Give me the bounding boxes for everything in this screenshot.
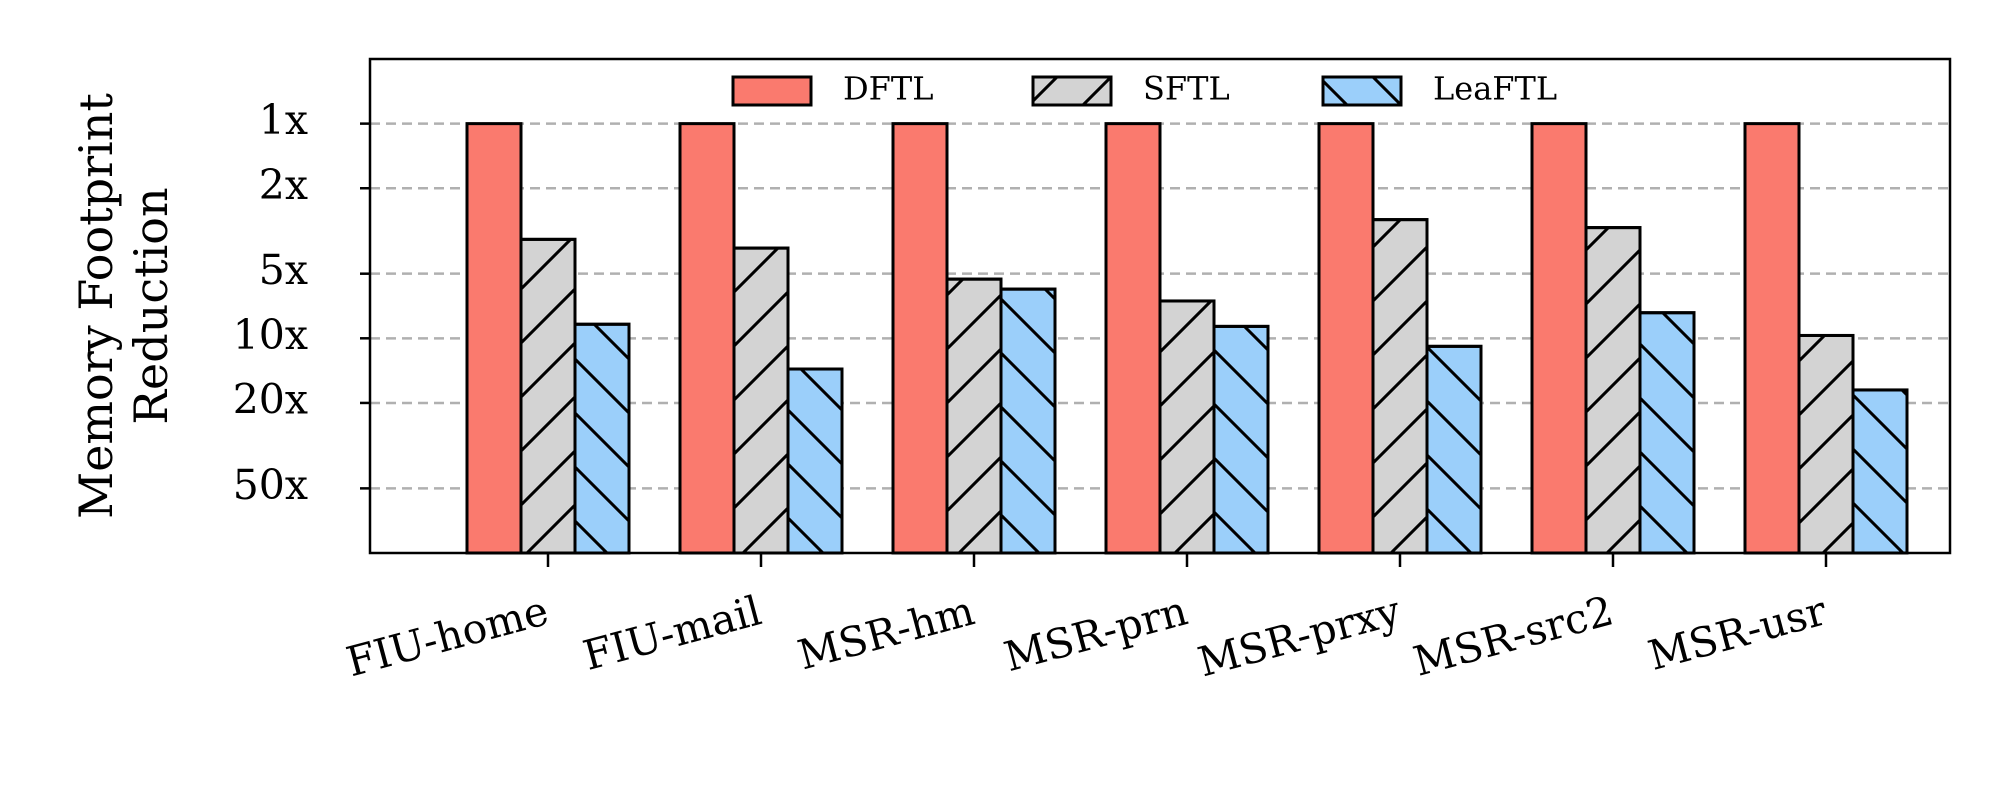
x-tick-label: MSR-usr	[1643, 586, 1831, 680]
y-tick-label: 1x	[259, 96, 308, 144]
bar	[1104, 122, 1162, 555]
bar	[465, 122, 523, 555]
bar-hatch	[732, 246, 790, 555]
bar-hatch	[1584, 226, 1642, 555]
bar-hatch	[1158, 299, 1216, 555]
bar-hatch	[786, 367, 844, 555]
y-tick-label: 10x	[233, 311, 308, 359]
legend-hatch	[1031, 75, 1113, 107]
legend-swatch	[731, 75, 813, 107]
bar	[678, 122, 736, 555]
bar-hatch	[1797, 333, 1855, 555]
legend-label: LeaFTL	[1433, 70, 1557, 108]
x-tick-label: MSR-prxy	[1193, 586, 1406, 686]
y-tick-label: 5x	[259, 246, 308, 294]
legend-label: SFTL	[1143, 70, 1230, 108]
bar-hatch	[1851, 388, 1909, 555]
y-axis-label: Reduction	[124, 187, 178, 424]
x-tick-label: MSR-src2	[1408, 586, 1618, 685]
y-tick-label: 20x	[233, 375, 308, 423]
bar	[1530, 122, 1588, 555]
x-tick-label: FIU-home	[341, 586, 553, 686]
bar-hatch	[1371, 218, 1429, 555]
y-tick-label: 50x	[233, 461, 308, 509]
y-tick-label: 2x	[259, 161, 308, 209]
bar-hatch	[573, 322, 631, 555]
x-tick-label: MSR-prn	[999, 586, 1192, 681]
plot-frame	[368, 57, 1952, 555]
bar-hatch	[999, 287, 1057, 555]
x-tick-label: FIU-mail	[578, 586, 766, 679]
bar	[1317, 122, 1375, 555]
y-axis-label: Memory Footprint	[69, 93, 123, 519]
x-tick-label: MSR-hm	[793, 586, 979, 679]
bar-hatch	[1212, 324, 1270, 555]
bar	[1743, 122, 1801, 555]
bar-hatch	[519, 237, 577, 555]
legend-hatch	[1321, 75, 1403, 107]
bar	[891, 122, 949, 555]
bar-hatch	[945, 277, 1003, 555]
bar-hatch	[1425, 344, 1483, 555]
bar-hatch	[1638, 311, 1696, 555]
legend-label: DFTL	[843, 70, 933, 108]
